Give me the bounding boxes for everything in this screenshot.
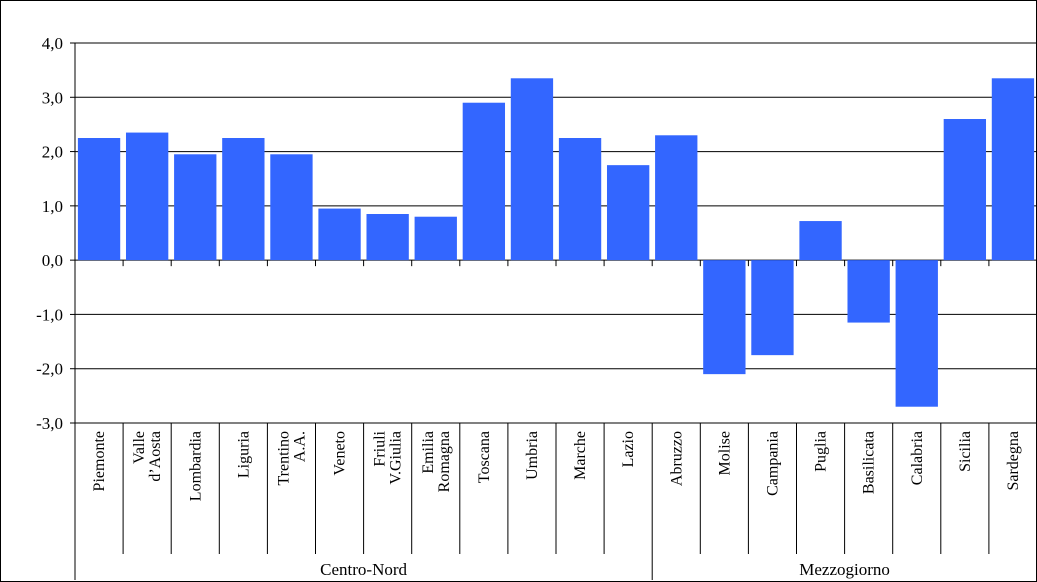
bar (606, 165, 650, 261)
y-tick-label: -2,0 (36, 360, 63, 379)
x-tick-label: Toscana (476, 431, 493, 483)
x-tick-label: d’Aosta (147, 431, 164, 482)
group-label: Centro-Nord (320, 560, 407, 579)
y-tick-label: 4,0 (42, 34, 63, 53)
y-tick-label: 3,0 (42, 88, 63, 107)
bar (943, 119, 987, 261)
bar (847, 260, 890, 323)
x-tick-label: Puglia (813, 431, 830, 472)
bar (895, 260, 938, 407)
group-label: Mezzogiorno (799, 560, 890, 579)
x-tick-label: Piemonte (91, 431, 108, 491)
y-tick-label: -1,0 (36, 305, 63, 324)
x-tick-label: Liguria (235, 431, 252, 478)
bar (703, 260, 746, 375)
x-tick-label: Friuli (372, 430, 389, 466)
x-tick-label: V.Giulia (388, 431, 405, 484)
x-tick-label: Valle (131, 431, 148, 464)
x-tick-label: Basilicata (861, 431, 878, 494)
bar (125, 132, 169, 261)
x-tick-label: Abruzzo (668, 431, 685, 486)
y-tick-label: 2,0 (42, 143, 63, 162)
x-tick-label: Trentino (275, 431, 292, 486)
x-tick-label: Veneto (332, 431, 349, 475)
bar (318, 208, 361, 261)
bar (510, 78, 554, 261)
x-tick-label: Romagna (436, 431, 453, 492)
x-tick-label: Sicilia (957, 431, 974, 472)
y-tick-label: 1,0 (42, 197, 63, 216)
x-tick-label: Lazio (620, 431, 637, 467)
x-tick-label: Marche (572, 431, 589, 480)
bar (751, 260, 794, 356)
bar (991, 78, 1035, 261)
bar (366, 214, 409, 261)
bar (799, 221, 842, 261)
bar (558, 138, 602, 261)
bar (414, 216, 457, 261)
x-tick-label: Calabria (909, 431, 926, 485)
x-tick-label: Campania (764, 431, 781, 496)
bar (462, 102, 506, 261)
bar (77, 138, 121, 261)
bar (222, 138, 265, 261)
bar (655, 135, 698, 261)
bar (174, 154, 217, 261)
y-tick-label: -3,0 (36, 414, 63, 433)
bar (270, 154, 313, 261)
x-tick-label: A.A. (291, 431, 308, 462)
y-tick-label: 0,0 (42, 251, 63, 270)
x-tick-label: Sardegna (1005, 431, 1022, 491)
x-tick-label: Lombardia (187, 431, 204, 501)
x-tick-label: Molise (716, 431, 733, 475)
x-tick-label: Umbria (524, 431, 541, 480)
x-tick-label: Emilia (420, 431, 437, 474)
